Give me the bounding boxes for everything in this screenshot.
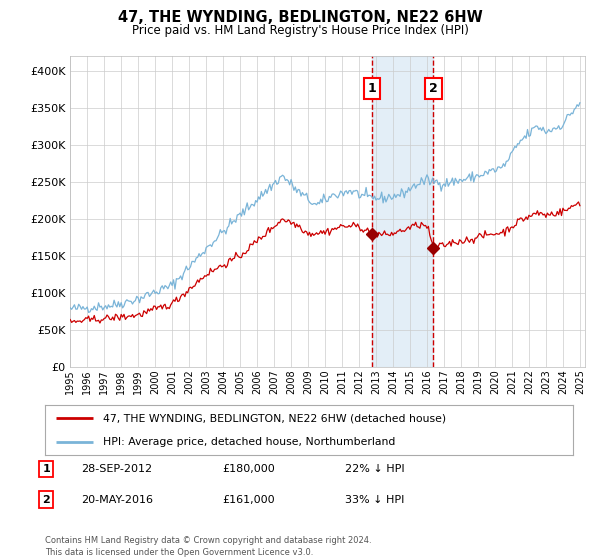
Text: 2: 2: [429, 82, 438, 95]
Text: Price paid vs. HM Land Registry's House Price Index (HPI): Price paid vs. HM Land Registry's House …: [131, 24, 469, 36]
Text: £161,000: £161,000: [222, 494, 275, 505]
Text: 28-SEP-2012: 28-SEP-2012: [81, 464, 152, 474]
Text: 47, THE WYNDING, BEDLINGTON, NE22 6HW: 47, THE WYNDING, BEDLINGTON, NE22 6HW: [118, 10, 482, 25]
Text: 22% ↓ HPI: 22% ↓ HPI: [345, 464, 404, 474]
Text: 1: 1: [43, 464, 50, 474]
Text: 47, THE WYNDING, BEDLINGTON, NE22 6HW (detached house): 47, THE WYNDING, BEDLINGTON, NE22 6HW (d…: [103, 413, 446, 423]
Text: 20-MAY-2016: 20-MAY-2016: [81, 494, 153, 505]
Text: 1: 1: [367, 82, 376, 95]
Text: 2: 2: [43, 494, 50, 505]
Bar: [372, 56, 433, 367]
Text: £180,000: £180,000: [222, 464, 275, 474]
Text: Contains HM Land Registry data © Crown copyright and database right 2024.
This d: Contains HM Land Registry data © Crown c…: [45, 536, 371, 557]
Text: HPI: Average price, detached house, Northumberland: HPI: Average price, detached house, Nort…: [103, 437, 395, 447]
Text: 33% ↓ HPI: 33% ↓ HPI: [345, 494, 404, 505]
